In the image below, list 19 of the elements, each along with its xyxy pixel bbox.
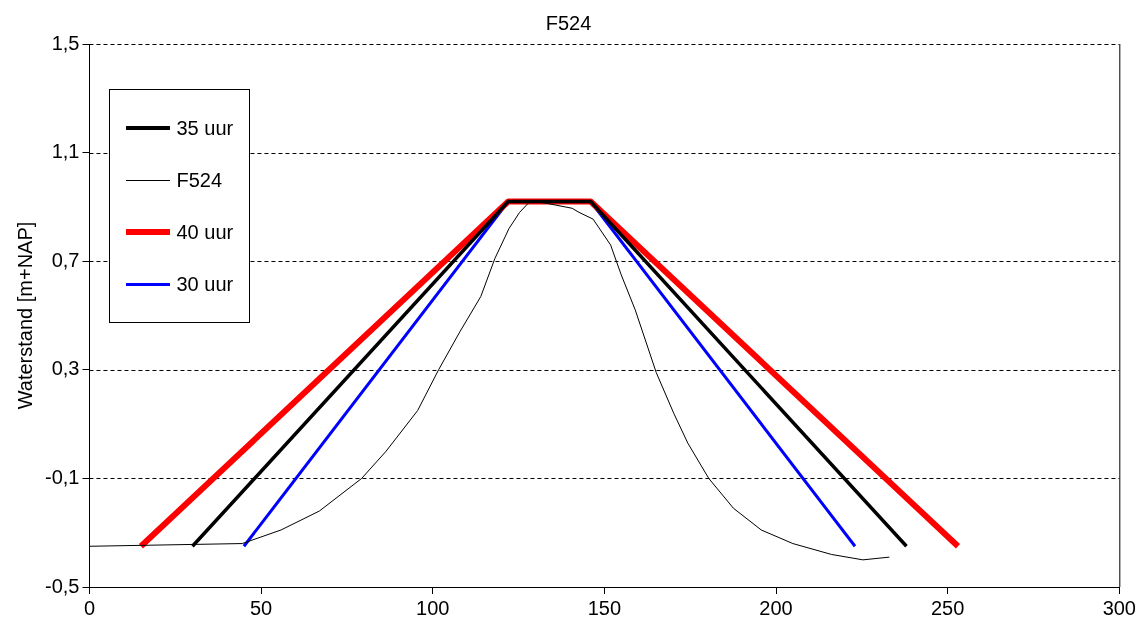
legend-label: 35 uur (176, 116, 234, 140)
legend-label: 40 uur (176, 220, 234, 244)
y-axis-title: Waterstand [m+NAP] (13, 221, 36, 410)
y-tick-label: 0,3 (51, 357, 80, 380)
x-tick-label: 200 (759, 596, 793, 619)
legend-label: F524 (176, 168, 223, 192)
x-tick-label: 0 (83, 596, 96, 619)
x-tick-label: 50 (249, 596, 273, 619)
x-tick-label: 250 (930, 596, 965, 619)
y-tick-label: -0,5 (44, 574, 80, 597)
y-tick-label: 1,5 (51, 31, 80, 54)
chart-title: F524 (545, 11, 592, 34)
legend-label: 30 uur (176, 272, 234, 296)
y-tick-label: 1,1 (51, 140, 80, 163)
x-tick-label: 150 (587, 596, 622, 619)
y-tick-label: -0,1 (44, 465, 80, 488)
y-tick-label: 0,7 (51, 248, 80, 271)
x-tick-label: 300 (1102, 596, 1136, 619)
x-tick-label: 100 (416, 596, 450, 619)
